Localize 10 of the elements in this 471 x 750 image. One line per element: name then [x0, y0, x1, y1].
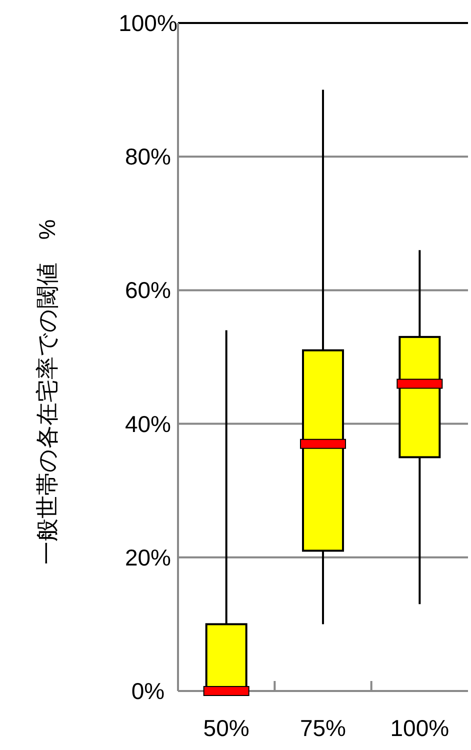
- y-tick-label: 80%: [124, 144, 172, 170]
- y-tick-label: 0%: [131, 678, 165, 704]
- x-tick-label: 100%: [390, 715, 450, 741]
- y-tick-label: 100%: [118, 10, 178, 36]
- x-tick-label: 75%: [300, 715, 346, 741]
- y-tick-label: 20%: [124, 544, 172, 570]
- x-tick-label: 50%: [203, 715, 250, 741]
- y-tick-label: 40%: [124, 410, 172, 437]
- y-tick-label: 60%: [124, 277, 172, 304]
- y-axis-title: 一般世帯の各在宅率での閾値 %: [34, 219, 60, 565]
